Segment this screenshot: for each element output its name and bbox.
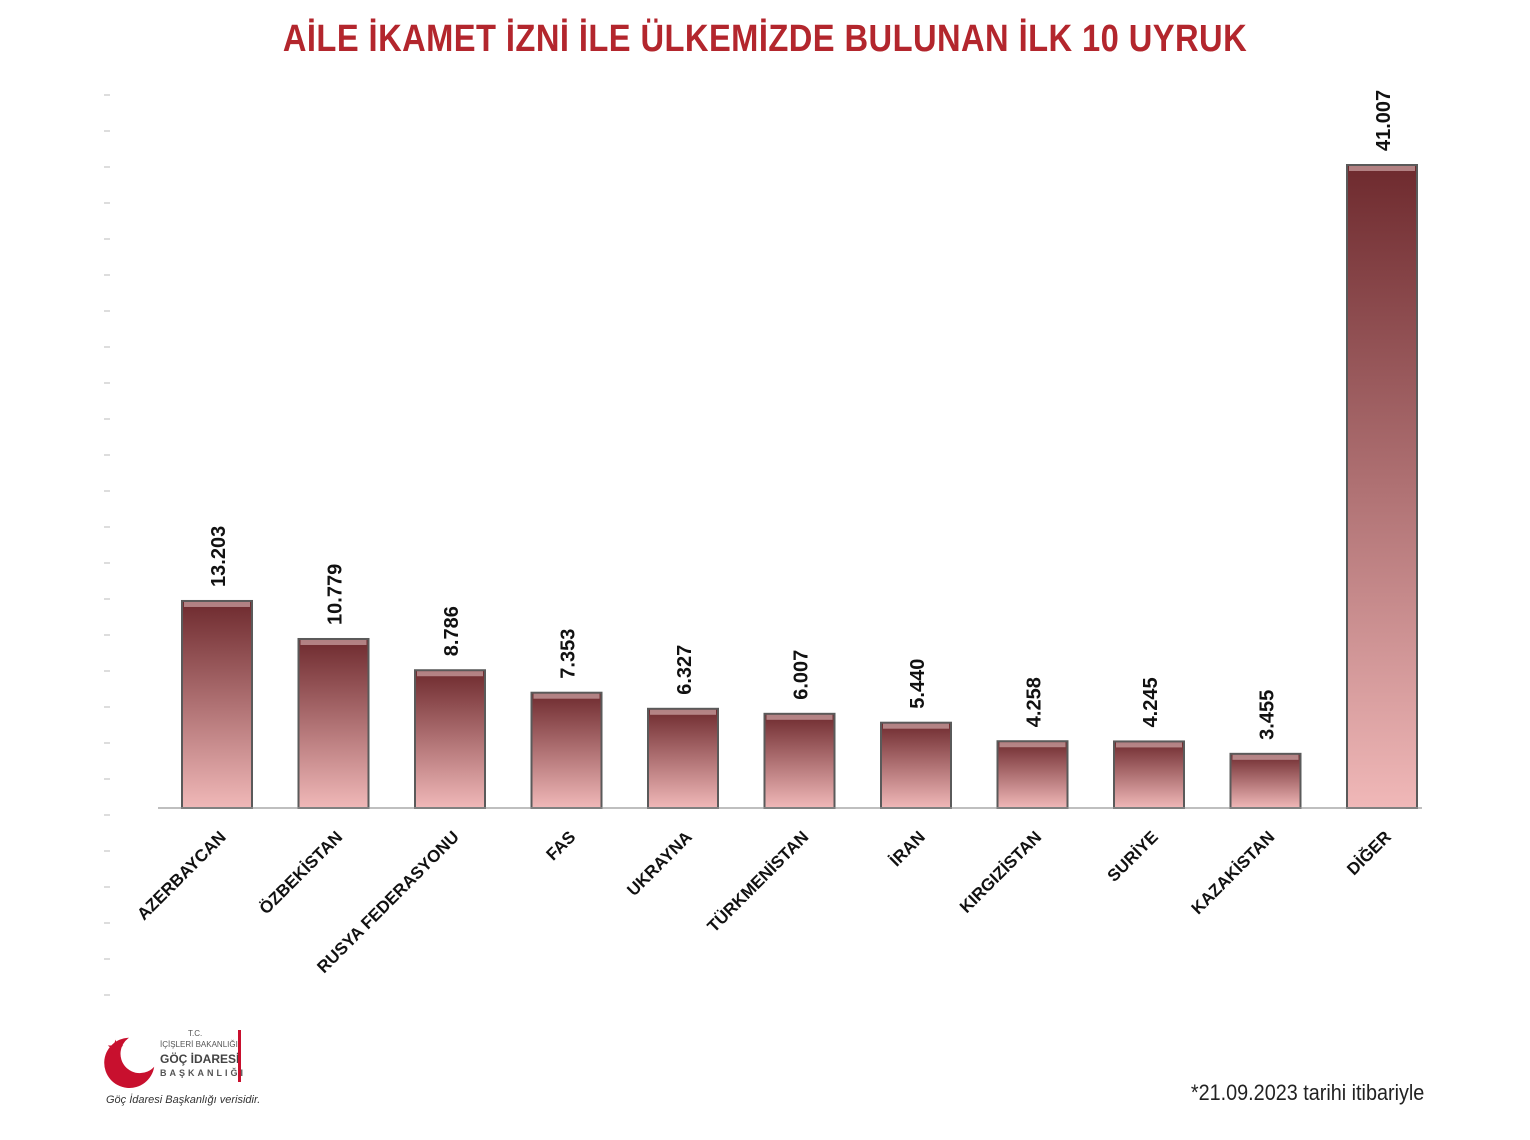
bar (763, 712, 836, 809)
logo-divider (238, 1030, 241, 1082)
value-label: 3.455 (1257, 690, 1279, 740)
bar-rect (297, 637, 370, 810)
bar-highlight (1349, 166, 1415, 171)
value-label: 4.258 (1024, 677, 1046, 727)
value-label: 6.327 (674, 645, 696, 695)
bar-highlight (184, 601, 250, 607)
bar (1113, 740, 1185, 809)
bar-rect (414, 669, 486, 810)
bar-rect (1346, 164, 1418, 809)
category-label: DİĞER (1343, 827, 1395, 879)
bar-rect (763, 712, 836, 809)
value-label: 4.245 (1140, 677, 1162, 727)
bar (1346, 164, 1418, 809)
category-label: İRAN (886, 827, 929, 870)
bar (880, 721, 952, 810)
value-label: 6.007 (791, 650, 813, 700)
bar-highlight (300, 639, 367, 645)
category-label: KAZAKİSTAN (1188, 827, 1279, 918)
bar-highlight (1116, 742, 1182, 748)
bar (414, 669, 486, 810)
bar-rect (647, 707, 719, 810)
bar-highlight (1232, 754, 1299, 760)
bar-rect (996, 740, 1069, 810)
bar-rect (880, 721, 952, 810)
bar (647, 707, 719, 810)
source-note: Göç İdaresi Başkanlığı verisidir. (106, 1094, 261, 1106)
value-label: 8.786 (441, 606, 463, 656)
bar-highlight (417, 671, 483, 677)
category-label: AZERBAYCAN (133, 827, 229, 923)
bar-highlight (883, 723, 949, 729)
bar-rect (530, 691, 603, 809)
date-note: *21.09.2023 tarihi itibariyle (1190, 1080, 1424, 1105)
value-labels-group: 13.203 10.779 8.786 7.353 6.327 6.007 5.440 4.2… (208, 90, 1395, 740)
bar-rect (181, 599, 253, 809)
bar (530, 691, 603, 809)
value-label: 41.007 (1373, 90, 1395, 151)
bar-highlight (766, 714, 833, 720)
category-label: ÖZBEKİSTAN (256, 827, 347, 918)
value-label: 13.203 (208, 526, 230, 587)
logo-tc-text: T.C. (188, 1029, 203, 1038)
category-label: KIRGIZİSTAN (956, 827, 1045, 916)
y-axis-ticks (104, 94, 110, 996)
value-label: 5.440 (907, 659, 929, 709)
bar-highlight (533, 693, 600, 699)
bar (1229, 752, 1302, 809)
chart-title: AİLE İKAMET İZNİ İLE ÜLKEMİZDE BULUNAN İ… (282, 18, 1248, 60)
category-label: UKRAYNA (623, 827, 695, 899)
category-label: SURİYE (1104, 827, 1162, 885)
category-label: TÜRKMENİSTAN (704, 827, 813, 936)
bar (297, 637, 370, 810)
bar-highlight (650, 709, 716, 715)
logo-agency-text: GÖÇ İDARESİ (160, 1052, 240, 1066)
value-label: 10.779 (325, 564, 347, 625)
bar-rect (1229, 752, 1302, 809)
value-label: 7.353 (558, 629, 580, 679)
logo-presidency-text: BAŞKANLIĞI (160, 1068, 246, 1078)
crescent-star-logo-icon (104, 1037, 155, 1088)
bar-rect (1113, 740, 1185, 809)
logo-ministry-text: İÇİŞLERİ BAKANLIĞI (160, 1040, 238, 1049)
category-label: FAS (543, 827, 580, 864)
bar (996, 740, 1069, 810)
bar (181, 599, 253, 809)
bars-group (181, 164, 1418, 810)
bar-highlight (999, 742, 1066, 748)
